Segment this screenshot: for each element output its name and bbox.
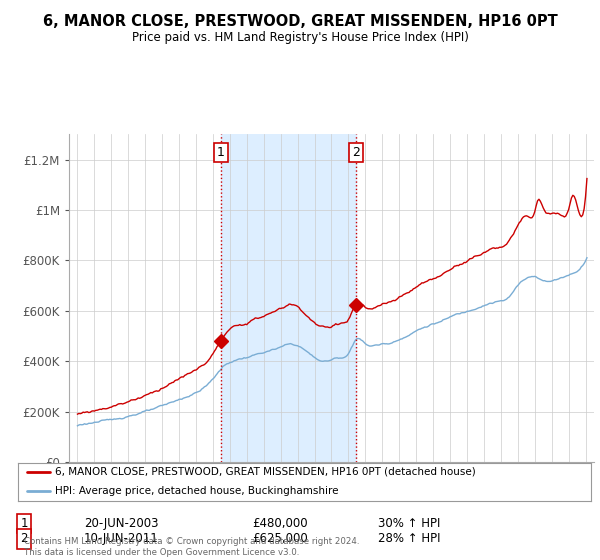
Text: 2: 2 xyxy=(352,146,360,159)
Text: 10-JUN-2011: 10-JUN-2011 xyxy=(84,532,159,545)
Text: £480,000: £480,000 xyxy=(252,517,308,530)
Text: 6, MANOR CLOSE, PRESTWOOD, GREAT MISSENDEN, HP16 0PT: 6, MANOR CLOSE, PRESTWOOD, GREAT MISSEND… xyxy=(43,14,557,29)
Text: HPI: Average price, detached house, Buckinghamshire: HPI: Average price, detached house, Buck… xyxy=(55,486,339,496)
Text: 20-JUN-2003: 20-JUN-2003 xyxy=(84,517,158,530)
Text: 1: 1 xyxy=(20,517,28,530)
Text: £625,000: £625,000 xyxy=(252,532,308,545)
Text: Price paid vs. HM Land Registry's House Price Index (HPI): Price paid vs. HM Land Registry's House … xyxy=(131,31,469,44)
Text: 2: 2 xyxy=(20,532,28,545)
Text: 30% ↑ HPI: 30% ↑ HPI xyxy=(378,517,440,530)
Bar xyxy=(221,134,356,462)
Text: Contains HM Land Registry data © Crown copyright and database right 2024.
This d: Contains HM Land Registry data © Crown c… xyxy=(24,537,359,557)
Text: 1: 1 xyxy=(217,146,225,159)
Text: 6, MANOR CLOSE, PRESTWOOD, GREAT MISSENDEN, HP16 0PT (detached house): 6, MANOR CLOSE, PRESTWOOD, GREAT MISSEND… xyxy=(55,467,476,477)
Text: 28% ↑ HPI: 28% ↑ HPI xyxy=(378,532,440,545)
